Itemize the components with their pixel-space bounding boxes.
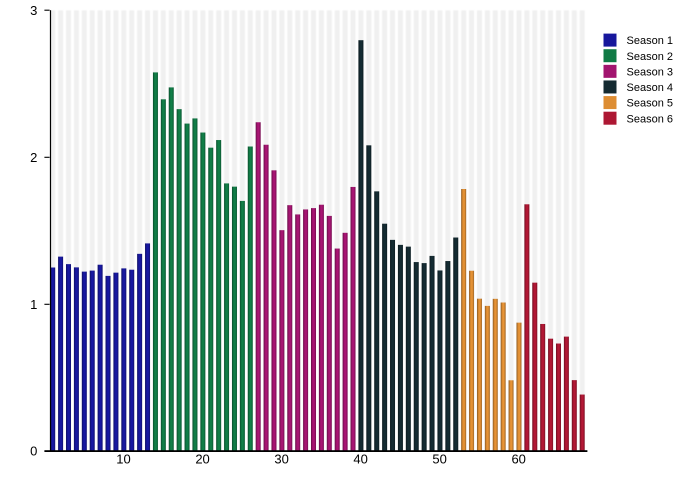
svg-text:10: 10 — [116, 451, 130, 466]
svg-text:Season 6: Season 6 — [627, 113, 673, 125]
svg-text:Season 4: Season 4 — [627, 82, 673, 94]
svg-text:30: 30 — [274, 451, 288, 466]
svg-text:Season 1: Season 1 — [627, 35, 673, 47]
svg-text:0: 0 — [30, 444, 37, 459]
svg-text:1: 1 — [30, 297, 37, 312]
svg-text:50: 50 — [432, 451, 446, 466]
svg-text:Season 2: Season 2 — [627, 51, 673, 63]
svg-text:3: 3 — [30, 3, 37, 18]
svg-text:2: 2 — [30, 150, 37, 165]
svg-text:60: 60 — [511, 451, 525, 466]
svg-text:Season 5: Season 5 — [627, 98, 673, 110]
svg-text:20: 20 — [195, 451, 209, 466]
svg-text:40: 40 — [353, 451, 367, 466]
svg-text:Season 3: Season 3 — [627, 66, 673, 78]
